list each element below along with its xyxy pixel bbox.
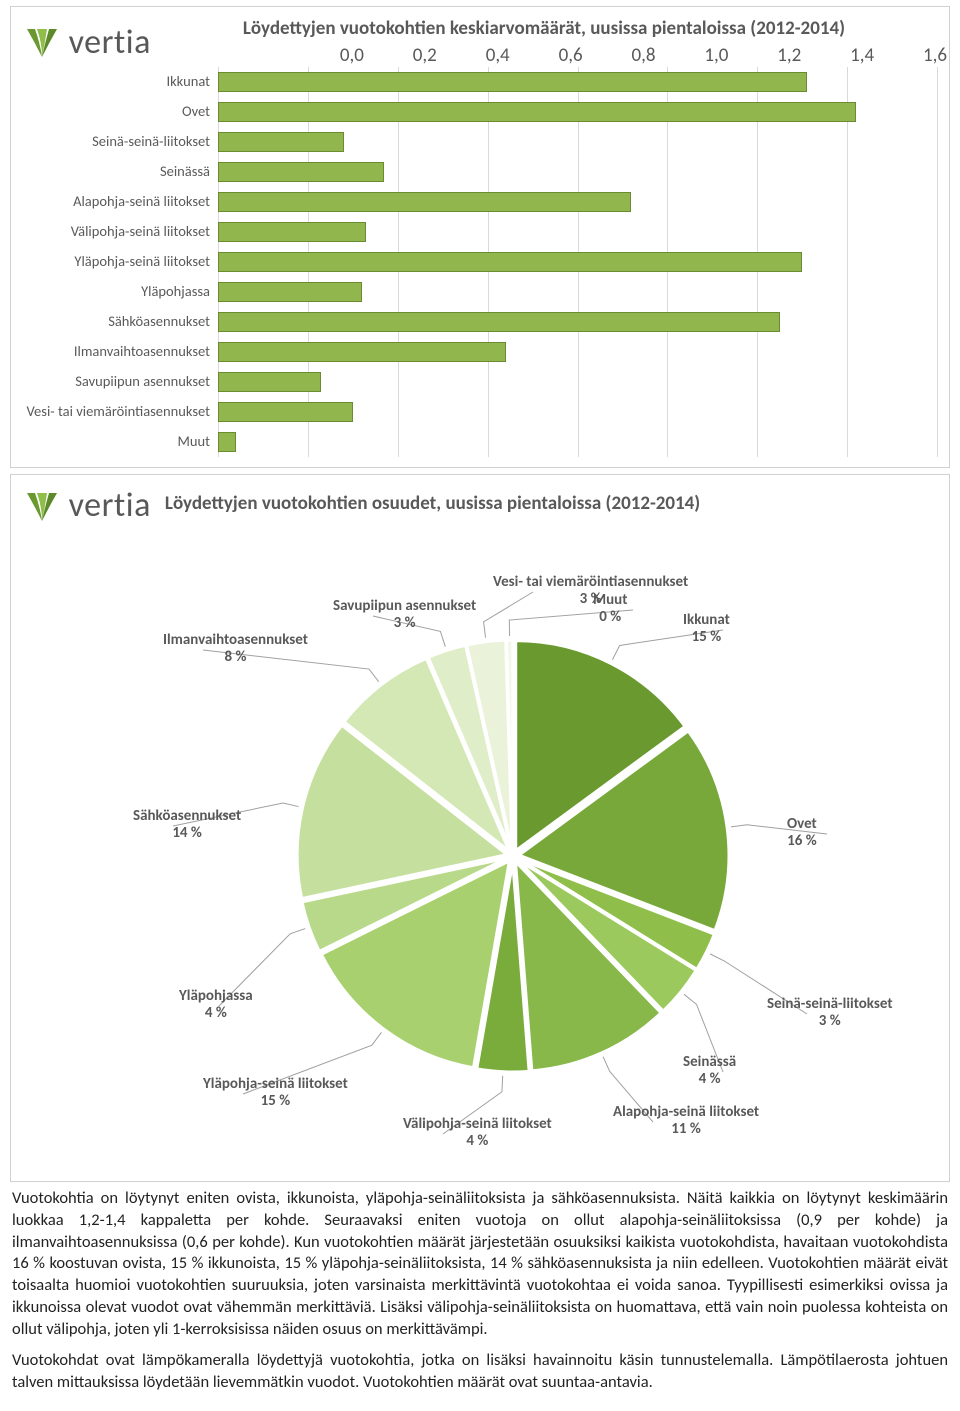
bar-label: Ilmanvaihtoasennukset [23,344,218,360]
bar-chart-panel: vertia Löydettyjen vuotokohtien keskiarv… [10,6,950,468]
pie-slice-label: Yläpohja-seinä liitokset15 % [203,1076,348,1111]
x-tick: 1,2 [777,44,801,67]
pie-slice [297,725,507,898]
bar-fill [218,162,384,182]
pie-chart-panel: vertia Löydettyjen vuotokohtien osuudet,… [10,474,950,1182]
bar-label: Yläpohjassa [23,284,218,300]
bar-fill [218,312,780,332]
x-tick: 0,0 [340,44,364,67]
bar-row: Ovet [23,97,937,127]
bar-chart-bars: Ikkunat Ovet Seinä-seinä-liitokset Seinässä… [23,67,937,457]
x-tick: 0,4 [486,44,510,67]
bar-label: Sähköasennukset [23,314,218,330]
bar-fill [218,132,344,152]
bar-fill [218,252,802,272]
pie-slice-label: Alapohja-seinä liitokset11 % [613,1104,759,1139]
pie-slice [518,860,696,1011]
bar-row: Yläpohjassa [23,277,937,307]
bar-fill [218,432,236,452]
pie-slice [516,641,685,851]
bar-label: Alapohja-seinä liitokset [23,194,218,210]
bar-label: Yläpohja-seinä liitokset [23,254,218,270]
pie-slice-label: Yläpohjassa4 % [179,988,253,1023]
pie-slice [515,861,661,1070]
bar-fill [218,192,631,212]
logo-text: vertia [69,22,151,63]
pie-slice-label: Savupiipun asennukset3 % [333,598,476,633]
bar-label: Seinässä [23,164,218,180]
bar-fill [218,72,807,92]
x-tick: 0,8 [631,44,655,67]
bar-fill [218,372,321,392]
logo-icon [23,23,61,61]
bar-row: Muut [23,427,937,457]
paragraph-1: Vuotokohtia on löytynyt eniten ovista, i… [12,1188,948,1340]
pie-slice-label: Ilmanvaihtoasennukset8 % [163,632,308,667]
bar-chart-title: Löydettyjen vuotokohtien keskiarvomäärät… [151,17,937,40]
bar-row: Alapohja-seinä liitokset [23,187,937,217]
pie-slice-label: Vesi- tai viemäröintiasennukset3 % [493,574,688,609]
bar-fill [218,102,856,122]
bar-fill [218,282,362,302]
x-tick: 1,4 [850,44,874,67]
logo: vertia [23,485,151,526]
pie-slice-label: Välipohja-seinä liitokset4 % [403,1116,552,1151]
pie-slice [428,645,511,850]
bar-row: Savupiipun asennukset [23,367,937,397]
paragraph-2: Vuotokohdat ovat lämpökameralla löydetty… [12,1350,948,1394]
bar-label: Savupiipun asennukset [23,374,218,390]
bar-row: Välipohja-seinä liitokset [23,217,937,247]
bar-row: Sähköasennukset [23,307,937,337]
bar-row: Vesi- tai viemäröintiasennukset [23,397,937,427]
bar-label: Ikkunat [23,74,218,90]
pie-slice [344,658,509,851]
pie-slice-label: Seinä-seinä-liitokset3 % [767,996,893,1031]
pie-slice [506,640,513,850]
logo: vertia [23,22,151,63]
pie-slice [519,731,729,931]
bar-chart-x-axis: 0,00,20,40,60,81,01,21,41,6 [151,44,937,67]
bar-fill [218,402,353,422]
bar-row: Seinässä [23,157,937,187]
x-tick: 1,0 [704,44,728,67]
bar-label: Välipohja-seinä liitokset [23,224,218,240]
pie-chart-title: Löydettyjen vuotokohtien osuudet, uusiss… [165,492,937,515]
bar-row: Yläpohja-seinä liitokset [23,247,937,277]
pie-slice [321,861,509,1068]
pie-slice-label: Ikkunat15 % [683,612,730,647]
x-tick: 0,2 [413,44,437,67]
bar-label: Seinä-seinä-liitokset [23,134,218,150]
bar-label: Muut [23,434,218,450]
pie-chart-area: Ikkunat15 % Ovet16 % Seinä-seinä-liitokset… [23,526,937,1171]
pie-slice [302,858,507,951]
pie-slice-label: Muut0 % [593,592,627,627]
bar-row: Seinä-seinä-liitokset [23,127,937,157]
logo-text: vertia [69,485,151,526]
pie-slice [518,859,714,970]
x-tick: 0,6 [559,44,583,67]
bar-row: Ilmanvaihtoasennukset [23,337,937,367]
bar-row: Ikkunat [23,67,937,97]
bar-label: Vesi- tai viemäröintiasennukset [23,404,218,420]
bar-label: Ovet [23,104,218,120]
x-tick: 1,6 [923,44,947,67]
pie-slice-label: Ovet16 % [787,816,817,851]
bar-fill [218,342,506,362]
bar-fill [218,222,366,242]
pie-slice [477,862,529,1072]
pie-slice-label: Seinässä4 % [683,1054,736,1089]
pie-slice-label: Sähköasennukset14 % [133,808,241,843]
pie-slice [467,640,513,850]
logo-icon [23,487,61,525]
